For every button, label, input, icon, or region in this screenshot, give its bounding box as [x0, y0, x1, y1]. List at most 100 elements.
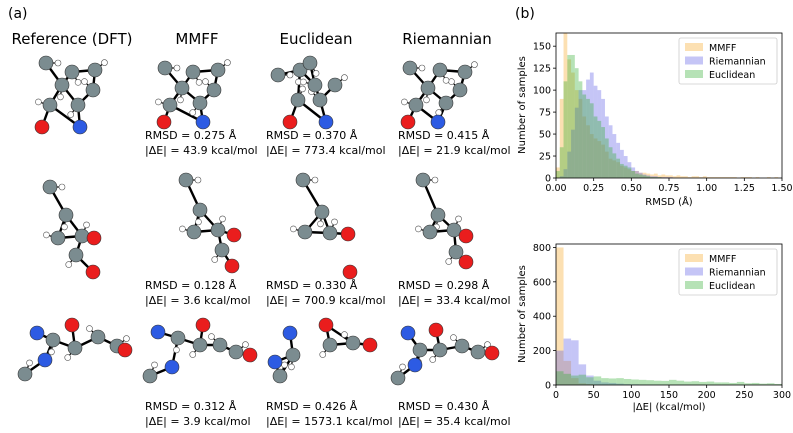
carbon-atom — [228, 344, 244, 360]
hydrogen-atom — [57, 93, 64, 101]
rmsd-bar-riemannian — [597, 90, 602, 178]
row2-euclidean-energy: |ΔE| = 700.9 kcal/mol — [266, 294, 386, 307]
rmsd-x-tick-label: 0.25 — [583, 183, 604, 194]
carbon-atom — [174, 80, 190, 96]
hydrogen-atom — [471, 61, 478, 68]
mol-r1-reference — [34, 55, 108, 135]
carbon-atom — [454, 338, 470, 354]
rmsd-bar-mmff — [665, 175, 669, 178]
hydrogen-atom — [442, 77, 450, 84]
nitrogen-atom — [164, 359, 180, 375]
rmsd-legend-swatch-mmff — [685, 43, 703, 51]
rmsd-bar-mmff — [601, 144, 605, 178]
row1-riemannian-rmsd: RMSD = 0.415 Å — [398, 129, 490, 142]
rmsd-bar-mmff — [571, 72, 575, 178]
rmsd-bar-euclidean — [567, 54, 572, 178]
hydrogen-atom — [86, 325, 93, 332]
hydrogen-atom — [331, 218, 338, 226]
oxygen-atom — [117, 342, 133, 358]
energy-bar-euclidean — [653, 380, 662, 385]
carbon-atom — [210, 222, 226, 238]
rmsd-bar-euclidean — [574, 68, 579, 178]
energy-bar-euclidean — [729, 382, 737, 385]
oxygen-atom — [156, 114, 172, 130]
energy-bar-mmff — [578, 383, 587, 385]
energy-bar-euclidean — [571, 375, 579, 385]
carbon-atom — [42, 97, 58, 113]
rmsd-bar-euclidean — [586, 98, 590, 178]
rmsd-bar-euclidean — [616, 158, 621, 178]
mol-r2-euclidean — [290, 172, 358, 280]
oxygen-atom — [195, 317, 211, 333]
rmsd-bar-mmff — [635, 170, 639, 178]
energy-bar-euclidean — [593, 376, 602, 385]
rmsd-bar-riemannian — [646, 175, 651, 178]
energy-bar-euclidean — [774, 383, 782, 385]
carbon-atom — [408, 97, 424, 113]
hydrogen-atom — [35, 98, 42, 106]
hydrogen-atom — [211, 256, 219, 263]
rmsd-bar-riemannian — [612, 134, 617, 178]
rmsd-bar-mmff — [695, 176, 700, 178]
rmsd-bar-mmff — [691, 176, 696, 178]
rmsd-y-tick-label: 75 — [539, 108, 551, 119]
row2-mmff-rmsd: RMSD = 0.128 Å — [145, 279, 237, 292]
energy-x-tick-label: 300 — [773, 390, 791, 401]
rmsd-bar-riemannian — [623, 156, 628, 178]
carbon-atom — [448, 244, 464, 260]
carbon-atom — [38, 55, 54, 71]
oxygen-atom — [242, 347, 258, 363]
mol-r1-euclidean — [270, 55, 348, 130]
rmsd-bar-riemannian — [653, 176, 658, 178]
energy-bar-mmff — [563, 360, 572, 385]
rmsd-y-tick-label: 0 — [545, 174, 551, 185]
rmsd-y-tick-label: 125 — [533, 64, 551, 75]
rmsd-bar-mmff — [717, 177, 722, 178]
rmsd-bar-mmff — [766, 177, 771, 178]
energy-bar-mmff — [556, 247, 564, 385]
column-header-mmff: MMFF — [175, 30, 218, 48]
mol-r2-riemannian — [415, 172, 474, 270]
row3-mmff-rmsd: RMSD = 0.312 Å — [145, 400, 237, 413]
rmsd-bar-riemannian — [669, 177, 673, 178]
rmsd-bar-mmff — [623, 167, 628, 178]
mol-r3-euclidean — [267, 317, 378, 384]
rmsd-bar-riemannian — [620, 149, 624, 178]
rmsd-bar-mmff — [620, 165, 624, 178]
energy-x-tick-label: 200 — [698, 390, 716, 401]
hydrogen-atom — [83, 221, 90, 229]
rmsd-bar-euclidean — [646, 176, 651, 178]
carbon-atom — [192, 202, 208, 218]
energy-y-tick-label: 600 — [533, 277, 551, 288]
carbon-atom — [295, 172, 311, 188]
hydrogen-atom — [58, 183, 66, 191]
hydrogen-atom — [341, 331, 348, 338]
carbon-atom — [285, 347, 301, 363]
energy-bar-riemannian — [608, 382, 617, 385]
rmsd-bar-mmff — [729, 177, 734, 178]
energy-bar-euclidean — [766, 383, 775, 385]
energy-legend-label-mmff: MMFF — [709, 254, 736, 265]
row2-mmff-energy: |ΔE| = 3.6 kcal/mol — [145, 294, 251, 307]
rmsd-bar-mmff — [627, 169, 632, 178]
energy-bar-mmff — [586, 384, 594, 385]
rmsd-y-tick-label: 100 — [533, 86, 551, 97]
hydrogen-atom — [299, 85, 306, 93]
nitrogen-atom — [195, 114, 211, 130]
nitrogen-atom — [430, 114, 446, 130]
rmsd-bar-mmff — [661, 174, 666, 178]
oxygen-atom — [85, 264, 101, 280]
hydrogen-atom — [450, 334, 457, 341]
rmsd-bar-mmff — [687, 177, 692, 178]
energy-bar-euclidean — [759, 383, 767, 385]
rmsd-legend-label-euclidean: Euclidean — [709, 70, 755, 81]
energy-legend: MMFF Riemannian Euclidean — [678, 248, 778, 296]
carbon-atom — [192, 337, 208, 353]
carbon-atom — [186, 224, 202, 240]
rmsd-x-tick-label: 1.25 — [734, 183, 755, 194]
rmsd-bar-riemannian — [563, 169, 568, 178]
carbon-atom — [327, 77, 343, 93]
hydrogen-atom — [195, 79, 203, 86]
carbon-atom — [390, 370, 406, 386]
hydrogen-atom — [418, 64, 426, 72]
